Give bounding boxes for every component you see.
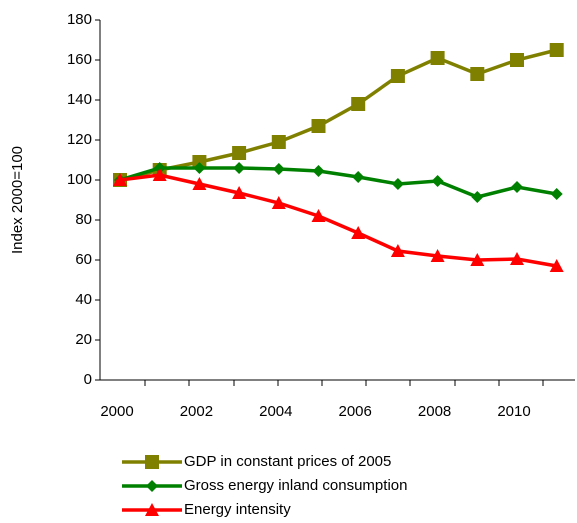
x-tick-label: 2006 — [339, 403, 372, 420]
marker — [549, 43, 564, 57]
series-line — [119, 48, 558, 182]
y-tick-label: 180 — [67, 11, 92, 28]
x-tick-label: 2008 — [418, 403, 451, 420]
marker — [192, 177, 207, 190]
marker — [390, 69, 405, 83]
y-axis-label: Index 2000=100 — [9, 146, 26, 254]
marker — [352, 171, 365, 183]
marker — [145, 455, 159, 469]
x-tick-label: 2010 — [497, 403, 530, 420]
marker — [271, 196, 286, 209]
legend-label: Energy intensity — [184, 501, 291, 518]
y-tick-label: 40 — [75, 291, 92, 308]
y-tick-label: 120 — [67, 131, 92, 148]
marker — [193, 162, 206, 174]
legend-label: Gross energy inland consumption — [184, 477, 407, 494]
marker — [510, 53, 524, 67]
marker — [113, 173, 127, 186]
marker — [391, 178, 404, 190]
marker — [549, 259, 564, 272]
marker — [351, 97, 366, 111]
marker — [430, 51, 445, 65]
marker — [232, 186, 247, 199]
marker — [470, 67, 485, 81]
marker — [312, 165, 325, 177]
legend-label: GDP in constant prices of 2005 — [184, 453, 391, 470]
marker — [146, 480, 158, 492]
marker — [550, 188, 563, 200]
y-tick-label: 80 — [75, 211, 92, 228]
marker — [272, 163, 285, 175]
y-tick-label: 0 — [84, 371, 92, 388]
marker — [311, 119, 326, 133]
marker — [152, 168, 167, 181]
marker — [470, 253, 485, 266]
x-tick-label: 2002 — [180, 403, 213, 420]
marker — [351, 226, 366, 239]
marker — [390, 244, 405, 257]
x-tick-label: 2004 — [259, 403, 292, 420]
y-tick-label: 160 — [67, 51, 92, 68]
series-line — [119, 173, 558, 268]
x-tick-label: 2000 — [100, 403, 133, 420]
series-line — [119, 166, 558, 199]
y-tick-label: 140 — [67, 91, 92, 108]
marker — [233, 162, 246, 174]
y-tick-label: 100 — [67, 171, 92, 188]
marker — [510, 252, 524, 265]
marker — [430, 249, 445, 262]
marker — [145, 503, 159, 516]
y-tick-label: 60 — [75, 251, 92, 268]
marker — [271, 135, 286, 149]
y-tick-label: 20 — [75, 331, 92, 348]
marker — [311, 209, 326, 222]
marker — [232, 146, 247, 160]
marker — [471, 191, 484, 203]
marker — [511, 181, 523, 193]
marker — [431, 175, 444, 187]
